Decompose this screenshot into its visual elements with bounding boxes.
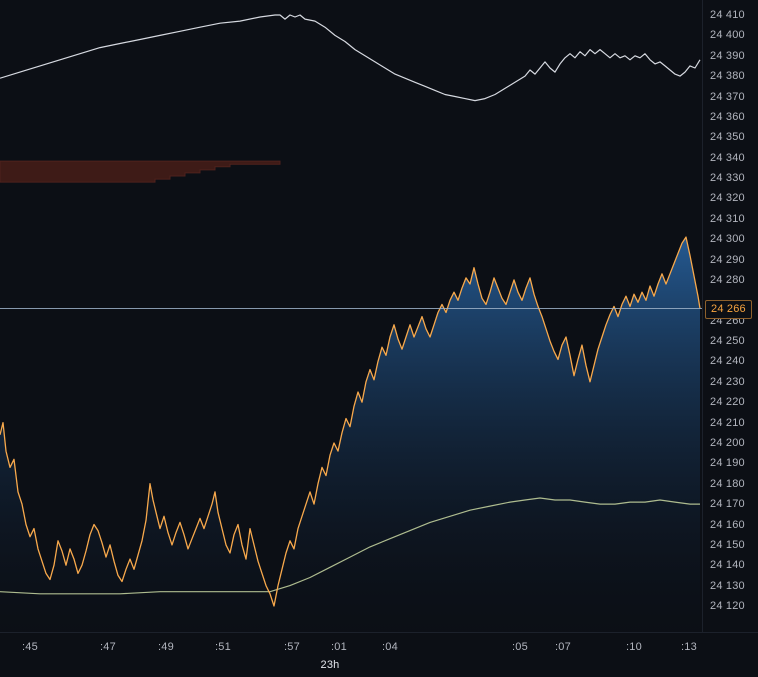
price-tick-label: 24 290 (710, 253, 745, 266)
time-tick-label: :01 (331, 641, 347, 653)
price-tick-label: 24 370 (710, 90, 745, 103)
price-tick-label: 24 360 (710, 110, 745, 123)
price-tick-label: 24 210 (710, 416, 745, 429)
price-tick-label: 24 320 (710, 192, 745, 205)
price-axis[interactable]: 24 266 24 410 24 400 24 390 24 380 24 370 24 … (702, 0, 758, 632)
time-tick-label: :51 (215, 641, 231, 653)
price-tick-label: 24 250 (710, 335, 745, 348)
time-tick-label: :13 (681, 641, 697, 653)
price-tick-label: 24 380 (710, 70, 745, 83)
price-tick-label: 24 310 (710, 212, 745, 225)
time-tick-label: :10 (626, 641, 642, 653)
price-tick-label: 24 340 (710, 151, 745, 164)
price-tick-label: 24 160 (710, 518, 745, 531)
price-tick-label: 24 150 (710, 538, 745, 551)
plot-svg[interactable] (0, 0, 702, 632)
price-series-line (0, 236, 701, 607)
time-tick-label: :07 (555, 641, 571, 653)
price-tick-label: 24 220 (710, 396, 745, 409)
price-tick-label: 24 170 (710, 498, 745, 511)
time-axis[interactable]: 23h :45 :47 :49 :51 :57 :01 :04 :05 :07 :10 :13 (0, 632, 758, 677)
price-tick-label: 24 330 (710, 172, 745, 184)
left-volume-zone (0, 160, 281, 183)
time-tick-label: :45 (22, 641, 38, 653)
price-tick-label: 24 240 (710, 355, 745, 368)
price-tick-label: 24 230 (710, 375, 745, 388)
price-tick-label: 24 410 (710, 9, 745, 21)
price-tick-label: 24 350 (710, 131, 745, 144)
price-area-fill (0, 237, 700, 632)
price-tick-label: 24 400 (710, 29, 745, 42)
current-price-badge[interactable]: 24 266 (705, 299, 752, 319)
upper-overlay-line (0, 14, 701, 102)
price-tick-label: 24 300 (710, 233, 745, 246)
time-tick-label: :05 (512, 641, 528, 653)
price-tick-label: 24 390 (710, 49, 745, 62)
hour-label: 23h (320, 659, 340, 671)
price-tick-label: 24 190 (710, 457, 745, 470)
lower-ma-line (0, 497, 700, 595)
time-tick-label: :57 (284, 641, 300, 653)
price-tick-label: 24 140 (710, 559, 745, 572)
price-tick-label: 24 130 (710, 579, 745, 592)
time-tick-label: :49 (158, 641, 174, 653)
price-tick-label: 24 180 (710, 477, 745, 490)
price-tick-label: 24 280 (710, 273, 745, 286)
price-tick-label: 24 200 (710, 437, 745, 449)
price-tick-label: 24 120 (710, 600, 745, 612)
time-tick-label: :47 (100, 641, 116, 653)
time-tick-label: :04 (382, 641, 398, 653)
